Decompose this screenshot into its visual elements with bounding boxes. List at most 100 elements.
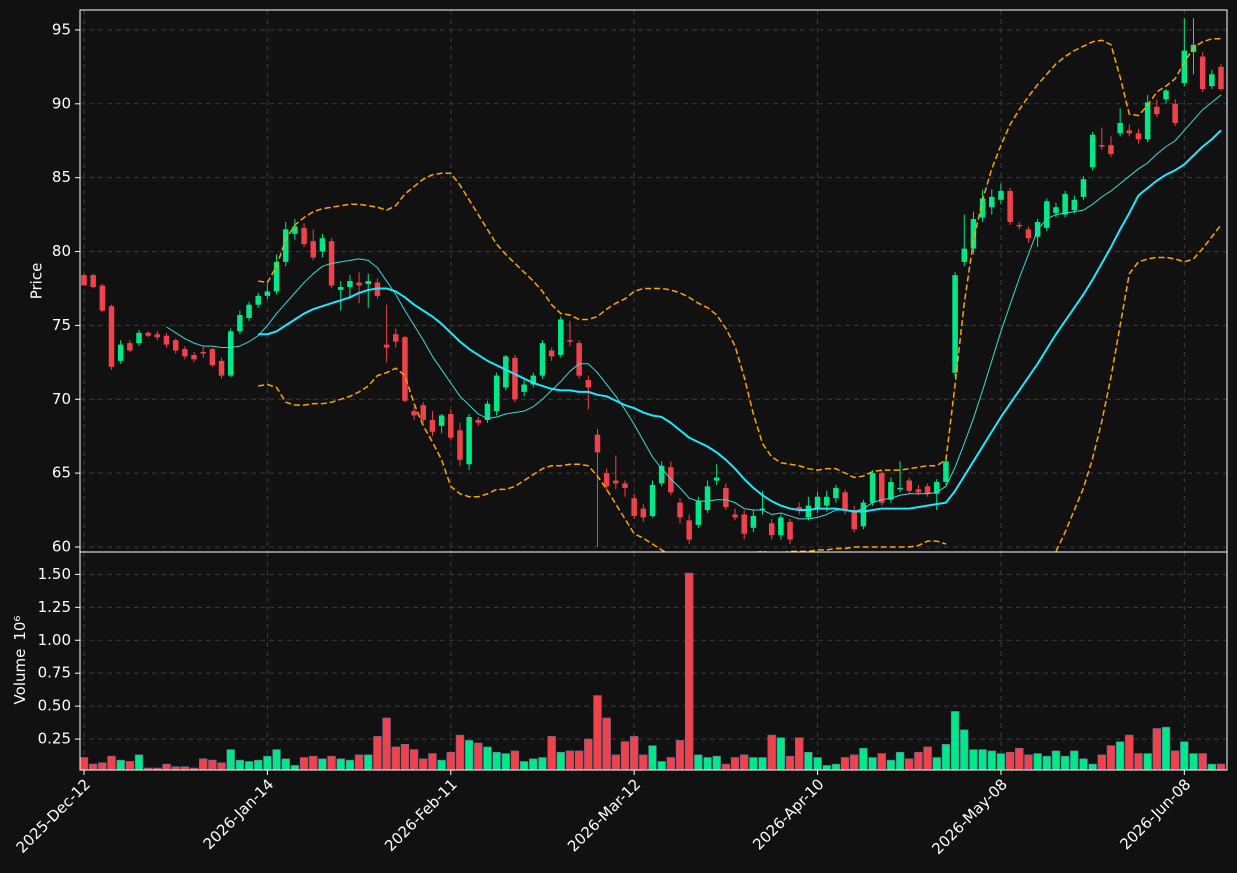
candle-body bbox=[1154, 106, 1160, 115]
candle-body bbox=[209, 349, 216, 366]
volume-offset: 10⁶ bbox=[11, 616, 29, 641]
volume-bar bbox=[464, 740, 474, 770]
volume-frame bbox=[79, 551, 1228, 771]
candle-body bbox=[750, 515, 757, 528]
candle-body bbox=[264, 291, 271, 296]
candle-body bbox=[787, 521, 793, 540]
candle-body bbox=[603, 473, 610, 487]
candle-body bbox=[1218, 66, 1224, 90]
volume-bar bbox=[208, 759, 217, 770]
volume-bar bbox=[666, 757, 676, 770]
volume-bar bbox=[932, 757, 941, 770]
volume-bar bbox=[987, 750, 996, 770]
volume-bar bbox=[739, 754, 749, 770]
volume-bar bbox=[254, 759, 263, 770]
volume-label: Volume bbox=[11, 649, 29, 705]
volume-bar bbox=[602, 717, 611, 770]
candle-body bbox=[1080, 179, 1087, 197]
volume-bar bbox=[501, 753, 510, 770]
volume-bar bbox=[281, 758, 290, 770]
y-tick-label: 70 bbox=[52, 390, 71, 408]
candle-body bbox=[658, 465, 665, 484]
candle-body bbox=[393, 334, 399, 342]
candle-body bbox=[1099, 145, 1105, 147]
volume-bar bbox=[1216, 763, 1226, 770]
candle-body bbox=[970, 219, 977, 249]
candle-body bbox=[227, 331, 234, 376]
volume-bar bbox=[565, 750, 575, 770]
candle-body bbox=[998, 190, 1004, 200]
volume-bar bbox=[1170, 750, 1180, 770]
volume-bar bbox=[244, 761, 254, 770]
volume-bar bbox=[978, 749, 987, 770]
volume-bar bbox=[189, 767, 199, 770]
candle-body bbox=[558, 319, 564, 355]
candle-body bbox=[484, 403, 491, 420]
volume-bar bbox=[703, 757, 712, 770]
candle-body bbox=[218, 360, 225, 376]
price-axis-label: Price bbox=[28, 263, 46, 300]
volume-bar bbox=[391, 746, 400, 770]
volume-bar bbox=[529, 758, 538, 770]
volume-bar bbox=[758, 757, 767, 770]
y-tick-label: 65 bbox=[52, 464, 71, 482]
volume-bar bbox=[611, 754, 621, 770]
candle-body bbox=[640, 508, 647, 518]
y-tick-label: 85 bbox=[52, 168, 71, 186]
candle-body bbox=[952, 275, 958, 373]
volume-bar bbox=[180, 766, 190, 770]
candle-body bbox=[677, 502, 683, 518]
volume-bar bbox=[556, 751, 566, 770]
volume-bar bbox=[492, 751, 501, 770]
candle-body bbox=[878, 473, 885, 503]
volume-bar bbox=[1097, 754, 1106, 770]
candle-body bbox=[1144, 102, 1151, 140]
volume-bar bbox=[1015, 747, 1024, 770]
candle-body bbox=[842, 492, 848, 511]
candle-body bbox=[117, 344, 124, 361]
y-tick-label: 60 bbox=[52, 537, 71, 555]
candle-body bbox=[521, 384, 527, 392]
candle-body bbox=[1209, 74, 1215, 87]
candle-body bbox=[539, 343, 546, 376]
candle-body bbox=[631, 498, 637, 516]
volume-bar bbox=[1042, 755, 1051, 770]
volume-bar bbox=[446, 751, 455, 770]
volume-bar bbox=[574, 750, 584, 770]
candle-body bbox=[1016, 224, 1023, 227]
volume-bar bbox=[859, 747, 868, 770]
volume-bar bbox=[694, 754, 703, 770]
candle-body bbox=[466, 416, 472, 465]
candle-body bbox=[182, 349, 188, 357]
grid bbox=[80, 10, 1227, 770]
candle-body bbox=[567, 340, 573, 342]
candle-body bbox=[1172, 103, 1178, 124]
candle-body bbox=[814, 496, 821, 509]
candle-body bbox=[411, 411, 417, 416]
candle-body bbox=[860, 502, 867, 527]
volume-bar bbox=[1106, 745, 1116, 770]
candle-body bbox=[906, 480, 912, 491]
candle-body bbox=[686, 520, 692, 540]
volume-bar bbox=[960, 729, 969, 770]
candle-body bbox=[1071, 199, 1078, 211]
candle-body bbox=[1108, 145, 1114, 155]
volume-bar bbox=[309, 755, 318, 770]
volume-bar bbox=[437, 759, 446, 770]
volume-bar bbox=[409, 749, 419, 770]
candle-body bbox=[163, 335, 170, 345]
candle-body bbox=[108, 306, 115, 367]
candle-body bbox=[503, 356, 509, 388]
candle-body bbox=[136, 332, 142, 344]
candle-body bbox=[448, 414, 454, 438]
volume-bar bbox=[153, 767, 162, 770]
volume-bar bbox=[134, 754, 144, 770]
candle-body bbox=[246, 304, 252, 319]
volume-bar bbox=[785, 755, 795, 770]
volume-bar bbox=[1115, 741, 1125, 770]
volume-bar bbox=[1125, 734, 1134, 770]
candle-body bbox=[649, 484, 656, 516]
volume-bar bbox=[455, 734, 465, 770]
volume-bar bbox=[1152, 728, 1162, 770]
candle-body bbox=[1044, 201, 1050, 228]
